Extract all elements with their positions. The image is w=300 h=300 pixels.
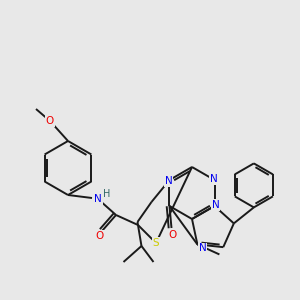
Text: O: O bbox=[46, 116, 54, 126]
Text: N: N bbox=[94, 194, 102, 204]
Text: N: N bbox=[165, 176, 172, 186]
Text: H: H bbox=[103, 189, 111, 199]
Text: O: O bbox=[96, 231, 104, 241]
Text: N: N bbox=[199, 243, 206, 254]
Text: S: S bbox=[153, 238, 159, 248]
Text: N: N bbox=[210, 174, 218, 184]
Text: N: N bbox=[212, 200, 219, 210]
Text: O: O bbox=[168, 230, 177, 240]
